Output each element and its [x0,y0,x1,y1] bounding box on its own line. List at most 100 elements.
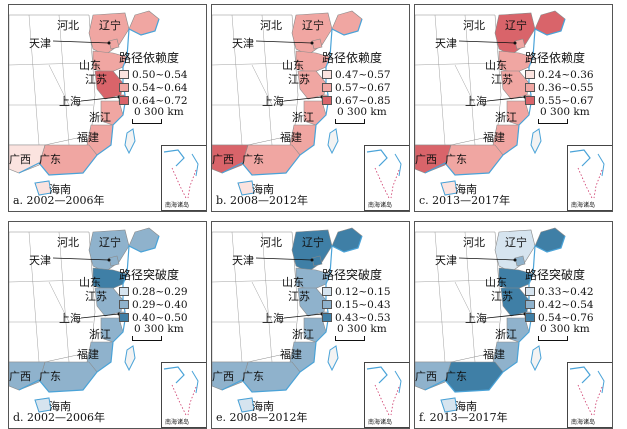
legend-title: 路径依赖度 [119,51,180,65]
legend-swatch [322,300,332,309]
legend-range: 0.54~0.64 [132,81,188,94]
legend-swatch [322,313,332,322]
province-guangxi[interactable] [415,361,452,391]
province-guangxi[interactable] [212,144,249,174]
hainan-coast [237,180,255,196]
label-jiangsu: 江苏 [491,290,513,303]
label-shanghai: 上海 [465,312,487,325]
scale-label: 0 300 km [337,106,387,118]
south-china-sea-inset: 南海诸岛 [567,362,612,428]
legend-swatch [119,83,129,92]
legend-range: 0.24~0.36 [538,68,594,81]
leader-arrow [458,40,516,44]
label-shandong: 山东 [79,59,101,72]
province-hebei[interactable] [291,12,333,56]
label-zhejiang: 浙江 [292,328,314,341]
legend-swatch [119,287,129,296]
legend-row: 0.33~0.42 [525,285,594,298]
panel-title: d. 2002—2006年 [13,411,106,424]
province-guangxi[interactable] [415,144,452,174]
inland-region [212,14,299,146]
legend-swatch [525,313,535,322]
label-jiangsu: 江苏 [85,73,107,86]
inset-label: 南海诸岛 [368,419,393,426]
map-panel: 河北 辽宁 天津 山东 江苏 上海 浙江 福建 广西 广东 海南 路径突破度 0.12~0.15 0.15… [211,221,410,429]
label-jiangsu: 江苏 [288,73,310,86]
south-china-sea-inset: 南海诸岛 [364,145,409,211]
legend-range: 0.28~0.29 [132,285,188,298]
panel-title: b. 2008—2012年 [216,194,309,207]
label-shanghai: 上海 [465,95,487,108]
label-guangdong: 广东 [445,370,467,383]
legend-range: 0.42~0.54 [538,298,594,311]
province-hebei[interactable] [494,12,536,56]
legend-row: 0.64~0.72 [119,94,188,107]
scale-bar-line [132,336,162,341]
inset-map [569,149,605,199]
legend-swatch [525,287,535,296]
legend-row: 0.54~0.76 [525,311,594,324]
province-guangxi[interactable] [9,361,46,391]
province-tianjin[interactable] [108,255,120,267]
map-panel: 河北 辽宁 天津 山东 江苏 上海 浙江 福建 广西 广东 海南 路径依赖度 0.47~0.57 0.57… [211,4,410,212]
label-jiangsu: 江苏 [85,290,107,303]
scale-bar-line [132,119,162,124]
label-hainan: 海南 [455,400,477,413]
legend-swatch [322,96,332,105]
panel-title: c. 2013—2017年 [419,194,511,207]
scale-bar: 0 300 km [132,323,184,341]
province-tianjin[interactable] [514,255,526,267]
label-fujian: 福建 [280,131,302,144]
label-zhejiang: 浙江 [89,328,111,341]
label-liaoning: 辽宁 [505,19,527,32]
panel-title: a. 2002—2006年 [13,194,105,207]
label-guangdong: 广东 [39,370,61,383]
legend-swatch [119,70,129,79]
label-hainan: 海南 [252,183,274,196]
province-tianjin[interactable] [311,255,323,267]
scale-bar: 0 300 km [538,106,590,124]
china-coast-map [415,5,612,196]
taiwan-island [327,128,339,155]
taiwan-island [124,345,136,372]
scale-label: 0 300 km [134,323,184,335]
label-jiangsu: 江苏 [288,290,310,303]
province-tianjin[interactable] [108,38,120,50]
label-zhejiang: 浙江 [89,111,111,124]
province-guangxi[interactable] [9,144,46,174]
map-panel: 河北 辽宁 天津 山东 江苏 上海 浙江 福建 广西 广东 海南 路径依赖度 0.24~0.36 0.36… [414,4,613,212]
inset-map [366,149,402,199]
china-coast-map [415,222,612,413]
province-tianjin[interactable] [311,38,323,50]
label-liaoning: 辽宁 [302,236,324,249]
legend-swatch [525,300,535,309]
legend-swatch [322,287,332,296]
hainan-coast [440,180,458,196]
label-fujian: 福建 [77,131,99,144]
map-panel: 河北 辽宁 天津 山东 江苏 上海 浙江 福建 广西 广东 海南 路径突破度 0.28~0.29 0.29… [8,221,207,429]
legend-swatch [525,83,535,92]
province-tianjin[interactable] [514,38,526,50]
legend-range: 0.15~0.43 [335,298,391,311]
province-hebei[interactable] [88,229,130,273]
label-tianjin: 天津 [232,254,254,267]
legend: 路径依赖度 0.24~0.36 0.36~0.55 0.55~0.67 [525,49,594,107]
province-hebei[interactable] [88,12,130,56]
legend-row: 0.43~0.53 [322,311,391,324]
legend-row: 0.42~0.54 [525,298,594,311]
label-hebei: 河北 [260,19,282,32]
south-china-sea-inset: 南海诸岛 [161,145,206,211]
legend-title: 路径突破度 [119,268,180,282]
inset-map [366,366,402,416]
leader-arrow [255,257,313,261]
inset-map [163,366,199,416]
hainan-coast [34,397,52,413]
province-hebei[interactable] [291,229,333,273]
inland-region [212,231,299,363]
map-panel: 河北 辽宁 天津 山东 江苏 上海 浙江 福建 广西 广东 海南 路径依赖度 0.50~0.54 0.54… [8,4,207,212]
label-hainan: 海南 [49,183,71,196]
inland-region [415,231,502,363]
province-hebei[interactable] [494,229,536,273]
province-guangxi[interactable] [212,361,249,391]
inset-map [569,366,605,416]
